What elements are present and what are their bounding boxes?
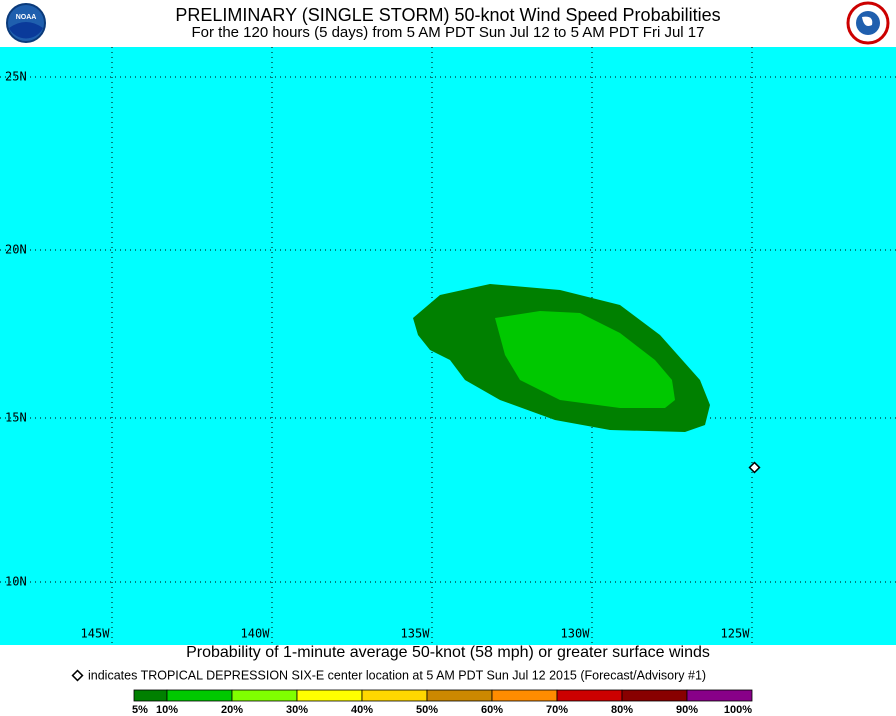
logo-wave (9, 22, 43, 39)
legend-label: 70% (546, 704, 568, 716)
note-symbol (71, 669, 84, 682)
probability-contour-10 (495, 311, 675, 408)
latitude-label: 25N (5, 70, 27, 84)
legend-label: 20% (221, 704, 243, 716)
legend-label: 5% (132, 704, 148, 716)
legend-swatch (361, 689, 428, 702)
logo-mark (862, 16, 873, 26)
noaa-logo: NOAA (6, 3, 46, 43)
logo-text: NOAA (16, 14, 37, 21)
longitude-label: 145W (81, 627, 111, 641)
legend-swatch (296, 689, 363, 702)
legend-swatch (621, 689, 688, 702)
legend-label: 100% (724, 704, 752, 716)
subtitle: For the 120 hours (5 days) from 5 AM PDT… (192, 24, 705, 41)
legend-swatch (133, 689, 168, 702)
nws-logo (846, 1, 890, 45)
legend-label: 30% (286, 704, 308, 716)
latitude-label: 20N (5, 243, 27, 257)
longitude-label: 135W (401, 627, 431, 641)
legend-swatch (491, 689, 558, 702)
longitude-label: 125W (721, 627, 751, 641)
longitude-label: 140W (241, 627, 271, 641)
legend-swatch (686, 689, 753, 702)
graticule: 25N 20N 15N 10N 145W 140W 135W 130W 125W (0, 47, 896, 645)
caption: Probability of 1-minute average 50-knot … (186, 644, 710, 661)
legend-label: 60% (481, 704, 503, 716)
latitude-label: 15N (5, 411, 27, 425)
legend-swatch (556, 689, 623, 702)
longitude-label: 130W (561, 627, 591, 641)
legend-swatch (426, 689, 493, 702)
legend: 5% 10% 20% 30% 40% 50% 60% 70% 80% 90% 100% (132, 689, 753, 716)
storm-center (748, 461, 761, 474)
legend-swatch (231, 689, 298, 702)
legend-label: 40% (351, 704, 373, 716)
legend-label: 50% (416, 704, 438, 716)
legend-label: 90% (676, 704, 698, 716)
legend-label: 10% (156, 704, 178, 716)
latitude-label: 10N (5, 575, 27, 589)
legend-swatch (166, 689, 233, 702)
note: indicates TROPICAL DEPRESSION SIX-E cent… (88, 668, 706, 682)
title: PRELIMINARY (SINGLE STORM) 50-knot Wind … (175, 5, 720, 25)
legend-label: 80% (611, 704, 633, 716)
